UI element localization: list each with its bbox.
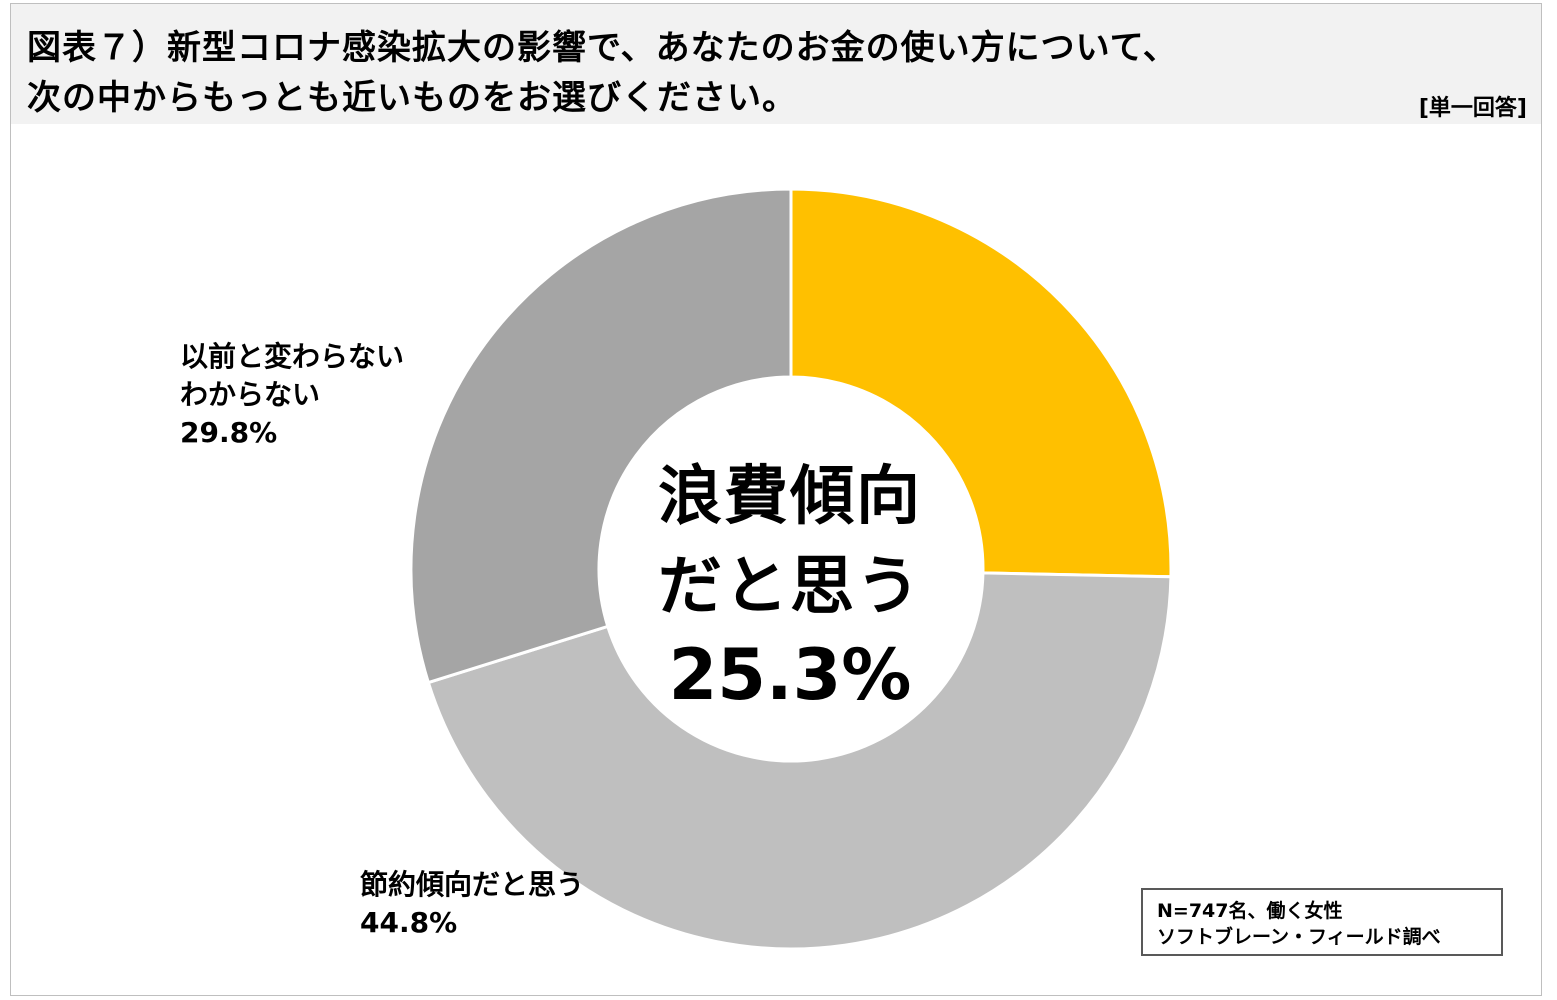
slice-label-unchanged-name-2: わからない: [180, 376, 404, 414]
slice-label-saving: 節約傾向だと思う 44.8%: [360, 866, 584, 942]
center-label-line-1: 浪費傾向: [630, 452, 950, 542]
source-note: N=747名、働く女性 ソフトブレーン・フィールド調べ: [1141, 888, 1503, 956]
slice-label-saving-value: 44.8%: [360, 904, 584, 942]
slice-label-unchanged: 以前と変わらない わからない 29.8%: [180, 338, 404, 452]
center-label-value: 25.3%: [630, 632, 950, 718]
slice-label-saving-name: 節約傾向だと思う: [360, 866, 584, 904]
source-note-line-2: ソフトブレーン・フィールド調べ: [1157, 924, 1501, 950]
center-label-line-2: だと思う: [630, 542, 950, 632]
source-note-line-1: N=747名、働く女性: [1157, 898, 1501, 924]
slice-label-unchanged-value: 29.8%: [180, 414, 404, 452]
center-label: 浪費傾向 だと思う 25.3%: [630, 452, 950, 718]
slice-label-unchanged-name-1: 以前と変わらない: [180, 338, 404, 376]
